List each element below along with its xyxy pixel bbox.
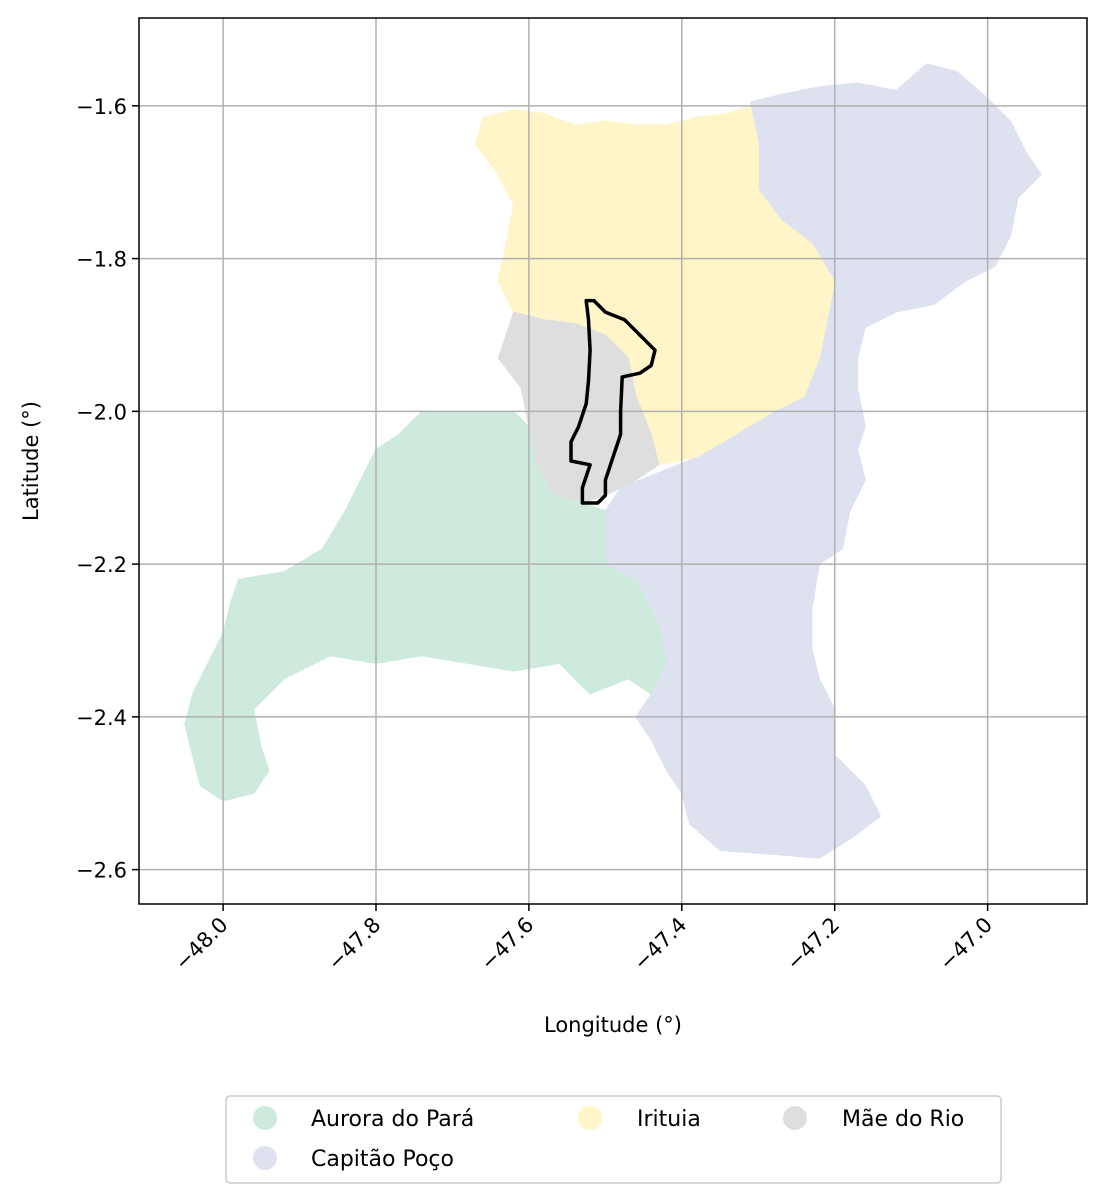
x-tick-label: −47.0 xyxy=(935,913,997,975)
x-tick-label: −47.2 xyxy=(782,913,844,975)
legend-label-mae-do-rio: Mãe do Rio xyxy=(842,1107,964,1132)
y-axis-title: Latitude (°) xyxy=(19,401,43,521)
legend-marker-aurora xyxy=(253,1106,277,1130)
legend-marker-capitao-poco xyxy=(253,1146,277,1170)
x-tick-label: −47.8 xyxy=(323,913,385,975)
x-axis-title: Longitude (°) xyxy=(544,1013,682,1037)
region-aurora-do-para xyxy=(184,410,668,802)
y-tick-label: −2.4 xyxy=(76,706,127,730)
region-mae-do-rio xyxy=(497,311,660,504)
legend-label-irituia: Irituia xyxy=(637,1107,701,1132)
x-tick-layer: −48.0 −47.8 −47.6 −47.4 −47.2 −47.0 xyxy=(170,904,997,975)
legend-label-aurora: Aurora do Pará xyxy=(311,1107,474,1132)
highlight-layer xyxy=(569,298,657,505)
region-layer xyxy=(184,63,1042,859)
legend-marker-irituia xyxy=(578,1106,602,1130)
plot-frame xyxy=(138,17,1088,905)
region-irituia xyxy=(474,105,836,466)
x-tick-label: −47.4 xyxy=(629,913,691,975)
y-tick-label: −1.6 xyxy=(76,95,127,119)
x-tick-label: −48.0 xyxy=(170,913,232,975)
y-tick-label: −2.2 xyxy=(76,553,127,577)
y-tick-layer: −1.6 −1.8 −2.0 −2.2 −2.4 −2.6 xyxy=(76,95,139,883)
y-tick-label: −2.6 xyxy=(76,859,127,883)
y-tick-label: −1.8 xyxy=(76,248,127,272)
grid-layer xyxy=(139,18,1087,904)
legend-marker-mae-do-rio xyxy=(783,1106,807,1130)
y-tick-label: −2.0 xyxy=(76,400,127,424)
legend-label-capitao-poco: Capitão Poço xyxy=(311,1147,454,1172)
x-tick-label: −47.6 xyxy=(476,913,538,975)
highlighted-boundary xyxy=(569,298,657,505)
legend-frame xyxy=(225,1095,1002,1184)
legend: Aurora do Pará Irituia Mãe do Rio Capitã… xyxy=(225,1095,1002,1184)
